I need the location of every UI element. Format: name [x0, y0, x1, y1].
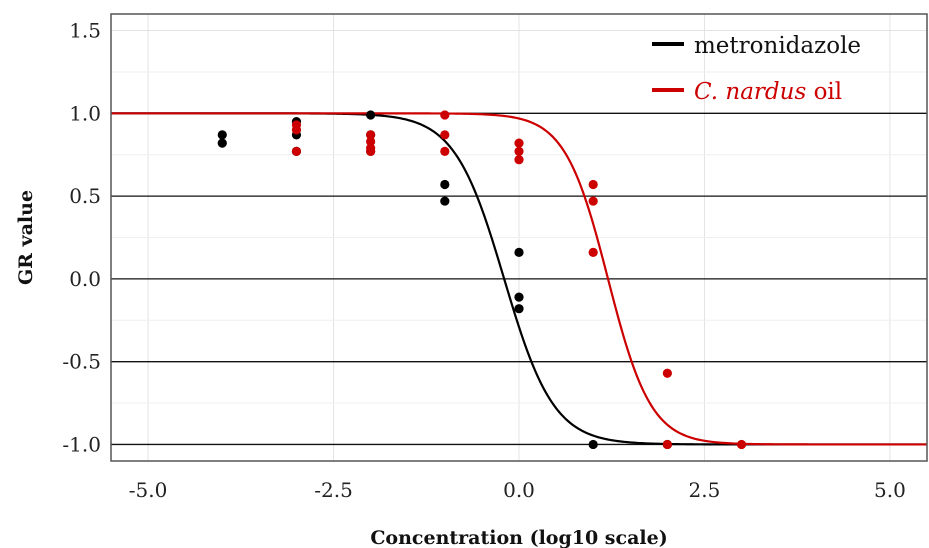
data-point-metronidazole	[514, 292, 524, 302]
x-tick-label: -2.5	[314, 478, 353, 502]
data-point-c-nardus-oil	[588, 247, 598, 257]
data-point-metronidazole	[217, 130, 227, 140]
data-point-c-nardus-oil	[291, 146, 302, 157]
data-point-c-nardus-oil	[588, 196, 598, 206]
y-tick-label: 1.0	[69, 101, 101, 125]
data-point-metronidazole	[440, 196, 450, 206]
data-point-c-nardus-oil	[514, 138, 524, 148]
legend-label-metronidazole: metronidazole	[694, 33, 861, 59]
data-point-c-nardus-oil	[366, 130, 376, 140]
data-point-c-nardus-oil	[514, 155, 524, 165]
grid-lines	[111, 14, 927, 461]
legend-label-c-nardus-oil: C. nardus oil	[694, 79, 842, 105]
data-point-c-nardus-oil	[366, 136, 376, 147]
legend-label-italic-part: C. nardus	[694, 79, 806, 105]
legend: metronidazole C. nardus oil	[652, 33, 861, 105]
data-point-metronidazole	[366, 110, 376, 120]
data-point-c-nardus-oil	[662, 368, 672, 378]
legend-label-rest-part: oil	[806, 79, 842, 105]
y-tick-label: 0.5	[69, 184, 101, 208]
data-point-c-nardus-oil	[440, 146, 450, 157]
data-point-metronidazole	[440, 179, 450, 190]
data-point-c-nardus-oil	[366, 146, 376, 157]
y-tick-label: -0.5	[62, 350, 101, 374]
x-axis-title: Concentration (log10 scale)	[370, 527, 667, 548]
data-point-c-nardus-oil	[736, 439, 747, 450]
y-tick-label: 1.5	[69, 19, 101, 43]
fit-curve-1	[111, 112, 927, 446]
data-point-c-nardus-oil	[514, 146, 524, 157]
tick-labels: -5.0 -2.5 0.0 2.5 5.0 -1.0 -0.5 0.0 0.5 1.0 1.5	[62, 19, 905, 502]
data-point-c-nardus-oil	[440, 130, 450, 140]
y-tick-label: -1.0	[62, 432, 101, 456]
y-tick-label: 0.0	[69, 267, 101, 291]
data-point-c-nardus-oil	[291, 125, 302, 135]
data-point-metronidazole	[514, 304, 524, 314]
fitted-curves	[111, 112, 927, 446]
data-point-c-nardus-oil	[588, 179, 598, 190]
data-point-metronidazole	[217, 138, 227, 148]
x-tick-label: 2.5	[689, 478, 721, 502]
x-tick-label: -5.0	[129, 478, 168, 502]
data-point-c-nardus-oil	[440, 110, 450, 120]
data-points	[217, 110, 747, 450]
data-point-c-nardus-oil	[662, 439, 672, 450]
plot-frame	[110, 13, 928, 462]
x-tick-label: 5.0	[874, 478, 906, 502]
y-axis-title: GR value	[15, 190, 37, 285]
x-tick-label: 0.0	[503, 478, 535, 502]
data-point-metronidazole	[514, 247, 524, 257]
data-point-metronidazole	[588, 439, 598, 450]
